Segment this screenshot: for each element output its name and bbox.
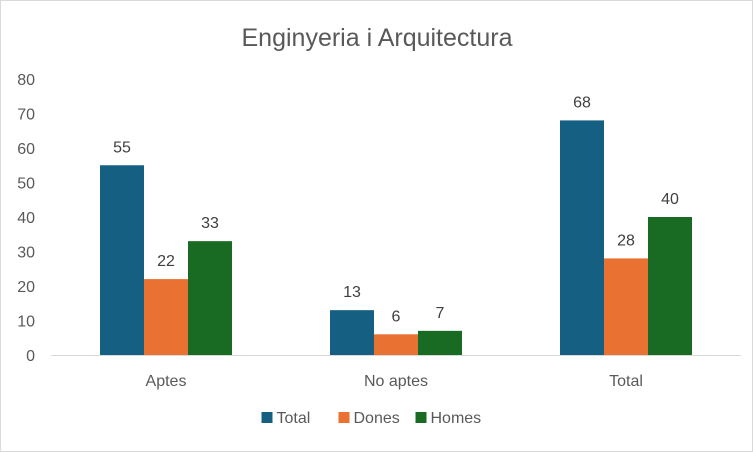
- y-tick-label: 60: [17, 141, 35, 158]
- y-tick-label: 30: [17, 245, 35, 262]
- data-label: 55: [113, 139, 131, 156]
- bar-total: [100, 165, 144, 355]
- data-label: 22: [157, 253, 175, 270]
- bar-homes: [648, 217, 692, 355]
- bars-group: 55 22 33 13 6 7 68 28 40: [100, 94, 692, 356]
- y-axis: 0 10 20 30 40 50 60 70 80: [17, 72, 35, 365]
- y-tick-label: 10: [17, 314, 35, 331]
- category-label: Aptes: [146, 373, 187, 390]
- bar-total: [330, 310, 374, 355]
- y-tick-label: 70: [17, 107, 35, 124]
- legend-label: Dones: [354, 410, 400, 427]
- bar-homes: [418, 330, 462, 355]
- data-label: 33: [201, 215, 219, 232]
- category-label: Total: [609, 373, 643, 390]
- data-label: 40: [661, 191, 679, 208]
- y-tick-label: 40: [17, 210, 35, 227]
- data-label: 13: [343, 284, 361, 301]
- legend-label: Homes: [431, 410, 482, 427]
- category-labels: Aptes No aptes Total: [146, 373, 643, 390]
- bar-dones: [374, 334, 418, 355]
- y-tick-label: 80: [17, 72, 35, 89]
- data-label: 68: [573, 94, 591, 111]
- data-label: 7: [436, 305, 445, 322]
- legend: Total Dones Homes: [261, 410, 482, 427]
- legend-swatch: [338, 412, 350, 423]
- category-label: No aptes: [364, 373, 428, 390]
- data-label: 28: [617, 232, 635, 249]
- bar-dones: [144, 279, 188, 355]
- legend-swatch: [415, 412, 427, 423]
- data-label: 6: [392, 308, 401, 325]
- chart-title: Enginyeria i Arquitectura: [242, 24, 513, 52]
- y-tick-label: 20: [17, 279, 35, 296]
- y-tick-label: 50: [17, 176, 35, 193]
- bar-total: [560, 120, 604, 356]
- bar-dones: [604, 258, 648, 355]
- y-tick-label: 0: [26, 348, 35, 365]
- legend-swatch: [261, 412, 273, 423]
- bar-homes: [188, 241, 232, 355]
- legend-label: Total: [277, 410, 311, 427]
